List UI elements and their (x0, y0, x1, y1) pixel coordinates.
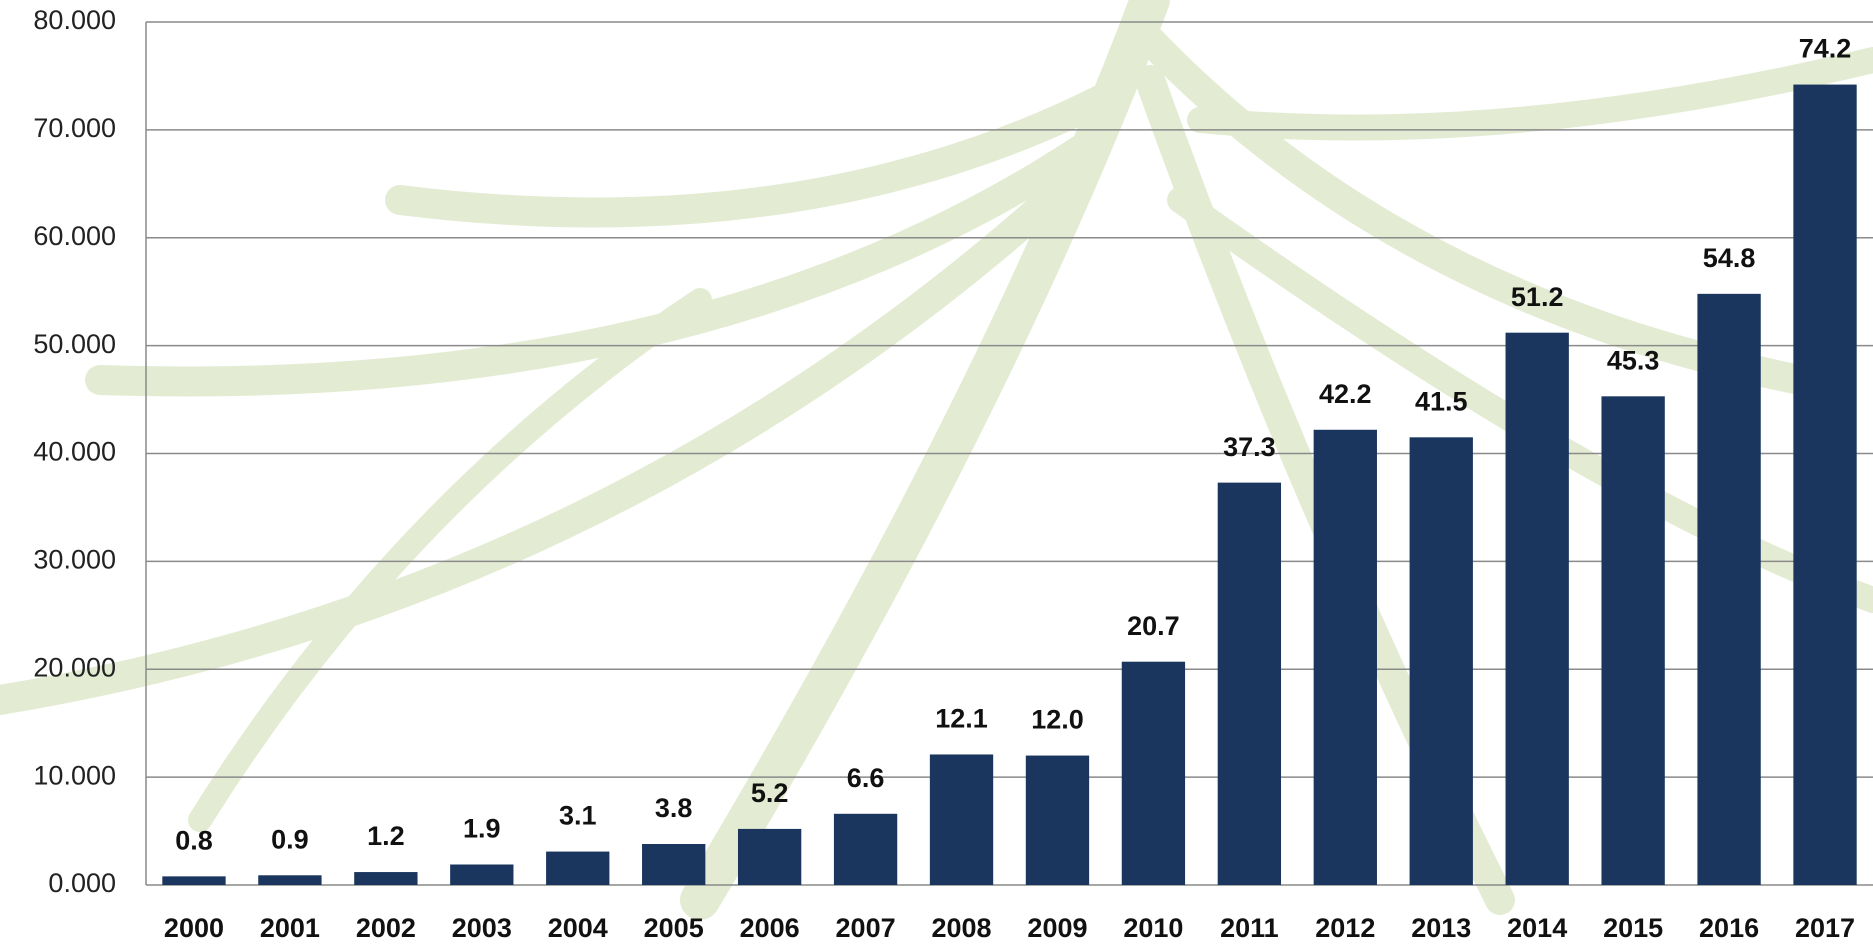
bar (546, 851, 610, 885)
x-tick-label: 2017 (1795, 913, 1855, 943)
data-label: 41.5 (1415, 386, 1468, 416)
y-tick-label: 50.000 (33, 329, 116, 359)
bar (1601, 396, 1665, 885)
x-tick-label: 2013 (1411, 913, 1471, 943)
bar (833, 813, 898, 885)
bar (1121, 661, 1186, 885)
bar (1793, 84, 1857, 885)
data-label: 12.0 (1031, 705, 1084, 735)
data-label: 1.2 (367, 821, 405, 851)
data-label: 54.8 (1703, 243, 1756, 273)
y-tick-label: 30.000 (33, 545, 116, 575)
data-label: 1.9 (463, 814, 501, 844)
bar (737, 828, 802, 885)
x-tick-label: 2009 (1027, 913, 1087, 943)
y-tick-label: 10.000 (33, 760, 116, 790)
y-tick-label: 0.000 (48, 868, 116, 898)
bar (1025, 755, 1090, 885)
y-tick-label: 40.000 (33, 437, 116, 467)
bar (1505, 332, 1569, 885)
bar (258, 875, 322, 885)
x-tick-label: 2000 (164, 913, 224, 943)
data-label: 3.1 (559, 801, 597, 831)
bar (450, 864, 514, 885)
bar (354, 872, 418, 885)
data-label: 45.3 (1607, 345, 1660, 375)
data-label: 0.8 (175, 825, 213, 855)
x-tick-label: 2016 (1699, 913, 1759, 943)
data-label: 37.3 (1223, 432, 1276, 462)
y-tick-label: 80.000 (33, 5, 116, 35)
x-tick-label: 2015 (1603, 913, 1663, 943)
y-tick-label: 60.000 (33, 221, 116, 251)
bar (162, 876, 226, 885)
x-tick-label: 2012 (1315, 913, 1375, 943)
x-tick-label: 2003 (452, 913, 512, 943)
data-label: 20.7 (1127, 611, 1180, 641)
bar (1409, 437, 1473, 885)
data-label: 12.1 (935, 704, 988, 734)
x-tick-label: 2001 (260, 913, 320, 943)
x-tick-label: 2014 (1507, 913, 1567, 943)
data-label: 0.9 (271, 824, 309, 854)
data-label: 3.8 (655, 793, 693, 823)
bar (1217, 482, 1282, 885)
bar (1313, 429, 1377, 885)
x-tick-label: 2007 (836, 913, 896, 943)
data-label: 42.2 (1319, 379, 1372, 409)
data-label: 6.6 (847, 763, 885, 793)
bar (642, 844, 706, 885)
bar (929, 754, 994, 885)
y-tick-label: 70.000 (33, 113, 116, 143)
data-label: 5.2 (751, 778, 789, 808)
x-tick-label: 2002 (356, 913, 416, 943)
bar (1697, 293, 1761, 886)
x-tick-label: 2011 (1220, 913, 1279, 943)
x-tick-label: 2004 (548, 913, 608, 943)
x-tick-label: 2008 (931, 913, 991, 943)
x-tick-label: 2006 (740, 913, 800, 943)
y-tick-label: 20.000 (33, 652, 116, 682)
x-tick-label: 2010 (1123, 913, 1183, 943)
x-tick-label: 2005 (644, 913, 704, 943)
data-label: 51.2 (1511, 282, 1564, 312)
data-label: 74.2 (1799, 34, 1852, 64)
